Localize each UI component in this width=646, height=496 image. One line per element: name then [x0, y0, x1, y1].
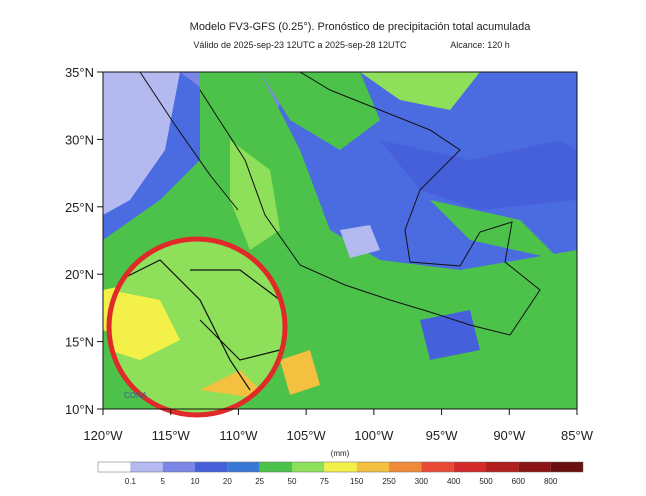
colorbar-swatch: [389, 462, 422, 472]
logo: CONA: [124, 391, 148, 400]
lon-label: 100°W: [354, 428, 394, 443]
lon-label: 115°W: [152, 428, 191, 443]
colorbar-swatch: [550, 462, 583, 472]
lat-label: 10°N: [65, 402, 94, 417]
lon-label: 85°W: [561, 428, 594, 443]
lon-label: 105°W: [287, 428, 327, 443]
lon-label: 120°W: [83, 428, 123, 443]
colorbar-label: 300: [415, 477, 429, 486]
colorbar-label: 600: [512, 477, 526, 486]
lat-label: 25°N: [65, 200, 94, 215]
colorbar-swatch: [227, 462, 260, 472]
colorbar-swatch: [162, 462, 195, 472]
colorbar-swatch: [486, 462, 519, 472]
colorbar-frame: [97, 461, 584, 473]
colorbar-swatch: [195, 462, 228, 472]
colorbar-label: 0.1: [125, 477, 137, 486]
lat-label: 30°N: [65, 132, 94, 147]
colorbar-label: 75: [320, 477, 329, 486]
colorbar-swatch: [421, 462, 454, 472]
colorbar-swatch: [518, 462, 551, 472]
colorbar-swatch: [292, 462, 325, 472]
colorbar-label: 800: [544, 477, 558, 486]
zoom-inset: [106, 236, 288, 418]
colorbar-label: 50: [288, 477, 297, 486]
subtitle: Válido de 2025-sep-23 12UTC a 2025-sep-2…: [193, 40, 407, 50]
lat-label: 20°N: [65, 267, 94, 282]
range: Alcance: 120 h: [450, 40, 510, 50]
colorbar-swatch: [356, 462, 389, 472]
colorbar-swatch: [453, 462, 486, 472]
colorbar-swatch: [259, 462, 292, 472]
colorbar-label: 20: [223, 477, 232, 486]
colorbar-label: 25: [255, 477, 264, 486]
lat-label: 35°N: [65, 65, 94, 80]
colorbar-label: 500: [479, 477, 493, 486]
colorbar-swatch: [98, 462, 131, 472]
map-frame: [102, 71, 578, 410]
colorbar-units: (mm): [331, 449, 350, 458]
colorbar-label: 5: [160, 477, 165, 486]
lon-label: 95°W: [426, 428, 459, 443]
lon-label: 110°W: [219, 428, 258, 443]
colorbar-swatch: [130, 462, 163, 472]
colorbar-label: 150: [350, 477, 364, 486]
colorbar-swatch: [324, 462, 357, 472]
lat-label: 15°N: [65, 335, 94, 350]
colorbar-label: 400: [447, 477, 461, 486]
title: Modelo FV3-GFS (0.25°). Pronóstico de pr…: [190, 21, 532, 33]
colorbar-label: 10: [191, 477, 200, 486]
colorbar-label: 250: [382, 477, 396, 486]
lon-label: 90°W: [493, 428, 526, 443]
